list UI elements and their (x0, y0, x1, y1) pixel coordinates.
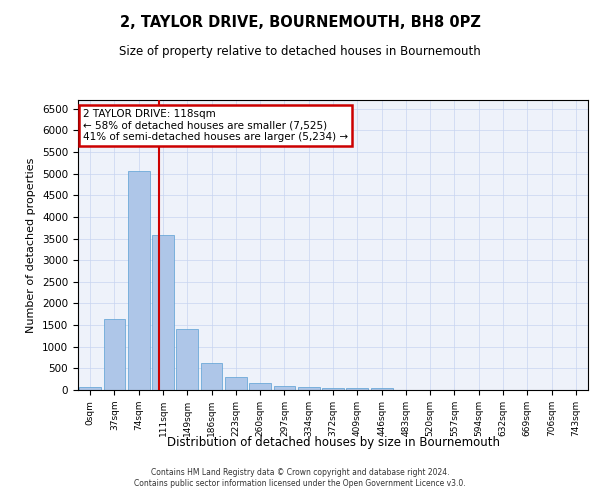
Text: Distribution of detached houses by size in Bournemouth: Distribution of detached houses by size … (167, 436, 500, 449)
Bar (322, 388, 344, 390)
Text: Size of property relative to detached houses in Bournemouth: Size of property relative to detached ho… (119, 45, 481, 58)
Text: 2, TAYLOR DRIVE, BOURNEMOUTH, BH8 0PZ: 2, TAYLOR DRIVE, BOURNEMOUTH, BH8 0PZ (119, 15, 481, 30)
Bar (104, 318, 125, 390)
Bar (152, 235, 174, 390)
Text: 2 TAYLOR DRIVE: 118sqm
← 58% of detached houses are smaller (7,525)
41% of semi-: 2 TAYLOR DRIVE: 118sqm ← 58% of detached… (83, 108, 348, 142)
Bar (225, 376, 247, 390)
Bar (176, 330, 198, 390)
Text: Contains HM Land Registry data © Crown copyright and database right 2024.
Contai: Contains HM Land Registry data © Crown c… (134, 468, 466, 487)
Bar (249, 384, 271, 390)
Bar (128, 172, 149, 390)
Y-axis label: Number of detached properties: Number of detached properties (26, 158, 37, 332)
Bar (371, 388, 392, 390)
Bar (346, 388, 368, 390)
Bar (274, 386, 295, 390)
Bar (200, 363, 223, 390)
Bar (79, 387, 101, 390)
Bar (298, 387, 320, 390)
